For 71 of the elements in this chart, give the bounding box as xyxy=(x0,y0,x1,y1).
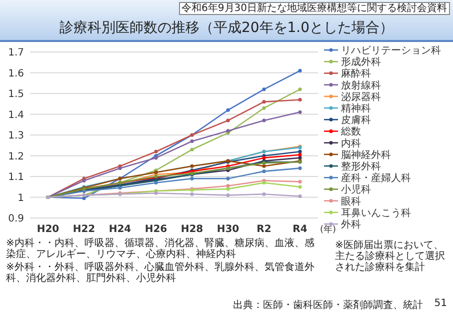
x-tick-label: H28 xyxy=(180,224,204,235)
point xyxy=(262,164,266,168)
point xyxy=(298,98,302,102)
point xyxy=(298,185,302,189)
point xyxy=(298,110,302,114)
annotation: ※内科・・内科、呼吸器、循環器、消化器、腎臓、糖尿病、血液、感染症、アレルギー、リウマチ、心療内科、神経内科 xyxy=(6,238,316,260)
point xyxy=(226,118,230,122)
y-tick-label: 1.4 xyxy=(8,110,24,121)
point xyxy=(190,139,194,144)
y-tick-label: 1.6 xyxy=(8,68,24,80)
point xyxy=(190,176,194,180)
legend-label: 総数 xyxy=(340,126,361,138)
legend-label: 皮膚科 xyxy=(341,114,371,126)
point xyxy=(190,192,194,196)
annotation: ※外科・・外科、呼吸器外科、心臓血管外科、乳腺外科、気管食道外科、消化器外科、肛門外科、小児外科 xyxy=(6,262,316,284)
point xyxy=(154,150,158,154)
legend-label: 整形外科 xyxy=(341,160,381,172)
legend-label: 形成外科 xyxy=(341,56,381,68)
title: 診療科別医師数の推移（平成20年を1.0とした場合） xyxy=(58,20,395,36)
x-tick-label: H26 xyxy=(144,224,168,235)
point xyxy=(226,108,230,112)
legend-label: 眼科 xyxy=(341,195,361,208)
point xyxy=(262,100,266,104)
point xyxy=(154,156,158,160)
legend-label: 産科・産婦人科 xyxy=(341,172,411,184)
legend-label: 外科 xyxy=(341,218,361,230)
y-tick-label: 1.7 xyxy=(8,48,24,58)
x-tick-label: R2 xyxy=(256,224,272,235)
point xyxy=(298,194,302,198)
annotation: ※医師届出票において、主たる診療科として選択された診療科を集計 xyxy=(335,240,446,273)
legend-label: 麻酔科 xyxy=(341,68,371,80)
x-tick-label: R4 xyxy=(292,224,308,235)
legend-label: 内科 xyxy=(341,137,361,150)
point xyxy=(226,187,230,191)
point xyxy=(226,176,230,180)
x-tick-label: H20 xyxy=(36,224,60,235)
point xyxy=(262,192,266,196)
point xyxy=(262,170,266,174)
x-tick-label: H24 xyxy=(108,224,132,235)
x-axis-title: (年) xyxy=(320,224,336,235)
y-tick-label: 1.3 xyxy=(8,130,24,142)
point xyxy=(154,180,158,185)
legend-label: 泌尿器科 xyxy=(341,90,381,103)
y-tick-label: 1.5 xyxy=(8,89,24,100)
legend-label: 耳鼻いんこう科 xyxy=(341,206,411,219)
y-tick-label: 1.1 xyxy=(8,172,24,183)
annotation: 出典：医師・歯科医師・薬剤師調査、統計 xyxy=(233,300,423,311)
legend-label: 放射線科 xyxy=(341,79,381,92)
legend-label: 脳神経外科 xyxy=(341,148,391,161)
point xyxy=(226,184,230,188)
point xyxy=(298,150,302,154)
legend-label: 小児科 xyxy=(341,184,371,196)
y-tick-label: 1 xyxy=(18,192,24,204)
y-tick-label: 1.2 xyxy=(8,151,24,162)
legend-label: 精神科 xyxy=(341,102,371,114)
point xyxy=(226,193,230,197)
annotation: 令和6年9月30日新たな地域医療構想等に関する検討会資料 xyxy=(178,2,450,15)
point xyxy=(190,148,194,152)
legend-label: リハビリテーション科 xyxy=(341,44,441,56)
point xyxy=(298,88,302,92)
point xyxy=(262,106,266,110)
x-tick-label: H22 xyxy=(72,224,96,235)
point xyxy=(298,68,302,72)
x-tick-label: H30 xyxy=(216,224,240,235)
annotation: 51 xyxy=(434,298,447,309)
point xyxy=(262,180,266,185)
y-tick-label: 0.9 xyxy=(8,214,24,224)
point xyxy=(262,118,266,122)
point xyxy=(262,88,266,92)
point xyxy=(298,166,302,170)
point xyxy=(298,180,302,184)
